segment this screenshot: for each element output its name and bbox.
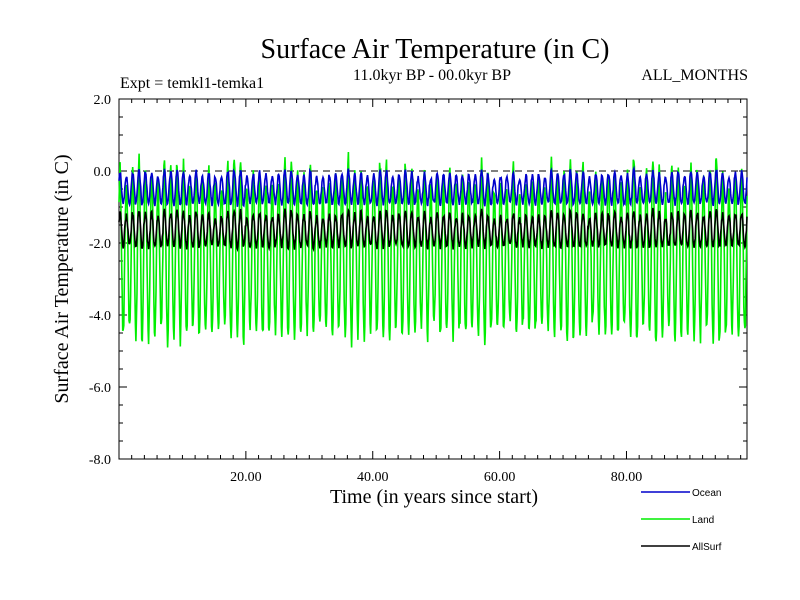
y-tick-label: -4.0 <box>89 309 111 324</box>
y-tick-label: -8.0 <box>89 453 111 468</box>
tick-layer: -8.0 -6.0 -4.0 -2.0 0.0 2.0 20.00 40.00 60.00 80.… <box>89 93 747 485</box>
chart-title: Surface Air Temperature (in C) <box>261 34 610 65</box>
y-tick-label: -6.0 <box>89 381 111 396</box>
legend-label-ocean: Ocean <box>692 488 721 499</box>
series-layer <box>118 151 748 348</box>
series-line-land <box>118 151 748 348</box>
x-tick-label: 20.00 <box>230 470 262 485</box>
x-axis-label: Time (in years since start) <box>330 486 538 508</box>
x-tick-label: 40.00 <box>357 470 389 485</box>
x-tick-label: 60.00 <box>484 470 516 485</box>
legend: Ocean Land AllSurf <box>641 488 722 553</box>
chart-subtitle-left: Expt = temkl1-temka1 <box>120 75 264 92</box>
series-line-allsurf <box>118 207 748 253</box>
series-line-ocean <box>118 165 748 208</box>
y-tick-label: 2.0 <box>94 93 112 108</box>
chart-subtitle-center: 11.0kyr BP - 00.0kyr BP <box>353 67 511 84</box>
legend-label-land: Land <box>692 515 714 526</box>
y-tick-label: -2.0 <box>89 237 111 252</box>
y-tick-label: 0.0 <box>94 165 112 180</box>
y-axis-label: Surface Air Temperature (in C) <box>51 154 73 403</box>
chart-subtitle-right: ALL_MONTHS <box>641 67 748 84</box>
x-tick-label: 80.00 <box>611 470 643 485</box>
legend-label-allsurf: AllSurf <box>692 542 722 553</box>
